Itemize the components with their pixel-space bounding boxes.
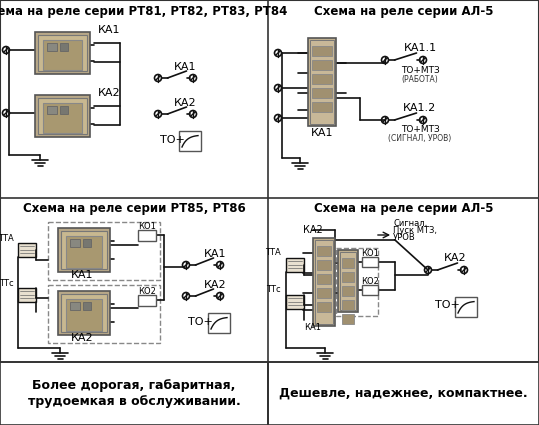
Bar [48, 222, 160, 280]
Bar [43, 40, 82, 70]
Bar [455, 297, 477, 317]
Text: КО2: КО2 [138, 286, 156, 295]
Text: Более дорогая, габаритная,
трудоемкая в обслуживании.: Более дорогая, габаритная, трудоемкая в … [27, 380, 240, 408]
Text: КА1: КА1 [311, 128, 333, 138]
Bar [362, 285, 378, 295]
Text: КА1: КА1 [305, 323, 321, 332]
Bar [0, 362, 268, 425]
Bar [70, 302, 80, 310]
Text: Схема на реле серии АЛ-5: Схема на реле серии АЛ-5 [314, 201, 493, 215]
Text: КА2: КА2 [204, 280, 226, 290]
Bar [35, 32, 90, 74]
Text: ТТА: ТТА [0, 233, 14, 243]
Bar [66, 236, 102, 268]
Bar [58, 291, 110, 335]
Text: КА2: КА2 [174, 98, 196, 108]
Bar [47, 43, 57, 51]
Bar [83, 302, 91, 310]
Text: ТО+МТЗ: ТО+МТЗ [400, 65, 439, 74]
Bar [48, 285, 160, 343]
Bar [18, 243, 36, 257]
Text: КА1.2: КА1.2 [403, 103, 437, 113]
Bar [286, 295, 304, 309]
Bar [58, 228, 110, 272]
Bar [362, 257, 378, 267]
Bar [312, 46, 332, 56]
Text: Сигнал,: Сигнал, [393, 218, 427, 227]
Text: КА2: КА2 [71, 333, 93, 343]
Bar [179, 131, 201, 151]
Bar [317, 288, 331, 298]
Text: КА1: КА1 [98, 25, 121, 35]
Bar [312, 102, 332, 112]
Bar [336, 248, 378, 316]
Text: (СИГНАЛ, УРОВ): (СИГНАЛ, УРОВ) [389, 134, 452, 144]
Bar [47, 106, 57, 114]
Bar [312, 88, 332, 98]
Text: КА1: КА1 [174, 62, 196, 72]
Bar [60, 106, 68, 114]
Bar [43, 103, 82, 133]
Text: КА1: КА1 [71, 270, 93, 280]
Bar [312, 60, 332, 70]
Bar [18, 288, 36, 302]
Bar [338, 250, 358, 312]
Text: КА2: КА2 [303, 225, 323, 235]
Bar [66, 299, 102, 331]
Bar [310, 40, 334, 124]
Text: ТО+: ТО+ [435, 300, 460, 310]
Bar [61, 294, 107, 332]
Text: КО2: КО2 [361, 277, 379, 286]
Text: Схема на реле серии РТ85, РТ86: Схема на реле серии РТ85, РТ86 [23, 201, 245, 215]
Bar [340, 252, 356, 310]
Bar [268, 362, 539, 425]
Bar [342, 286, 354, 296]
Bar [61, 231, 107, 269]
Bar [317, 246, 331, 256]
Bar [38, 98, 87, 134]
Bar [342, 272, 354, 282]
Bar [317, 274, 331, 284]
Bar [35, 95, 90, 137]
Text: КА2: КА2 [98, 88, 121, 98]
Text: ТТс: ТТс [0, 278, 14, 287]
Bar [83, 239, 91, 247]
Bar [138, 230, 156, 241]
Text: Дешевле, надежнее, компактнее.: Дешевле, надежнее, компактнее. [279, 387, 528, 400]
Text: ТТА: ТТА [265, 247, 281, 257]
Text: ТО+МТЗ: ТО+МТЗ [400, 125, 439, 134]
Text: ТТс: ТТс [266, 286, 281, 295]
Bar [286, 258, 304, 272]
Text: ТО+: ТО+ [160, 135, 185, 145]
Bar [313, 238, 335, 326]
Bar [308, 38, 336, 126]
Text: КО1: КО1 [361, 249, 379, 258]
Bar [342, 314, 354, 324]
Bar [138, 295, 156, 306]
Text: (РАБОТА): (РАБОТА) [402, 74, 438, 83]
Text: ТО+: ТО+ [188, 317, 213, 327]
Bar [317, 302, 331, 312]
Bar [38, 35, 87, 71]
Text: КО1: КО1 [138, 221, 156, 230]
Text: Пуск МТЗ,: Пуск МТЗ, [393, 226, 437, 235]
Bar [208, 313, 230, 333]
Bar [315, 240, 333, 324]
Bar [70, 239, 80, 247]
Bar [342, 300, 354, 310]
Bar [60, 43, 68, 51]
Text: КА1.1: КА1.1 [403, 43, 437, 53]
Text: УРОВ: УРОВ [393, 232, 416, 241]
Text: КА1: КА1 [204, 249, 226, 259]
Text: Схема на реле серии АЛ-5: Схема на реле серии АЛ-5 [314, 5, 493, 17]
Bar [317, 260, 331, 270]
Bar [342, 258, 354, 268]
Text: КА2: КА2 [444, 253, 466, 263]
Text: Схема на реле серии РТ81, РТ82, РТ83, РТ84: Схема на реле серии РТ81, РТ82, РТ83, РТ… [0, 5, 287, 17]
Bar [312, 74, 332, 84]
